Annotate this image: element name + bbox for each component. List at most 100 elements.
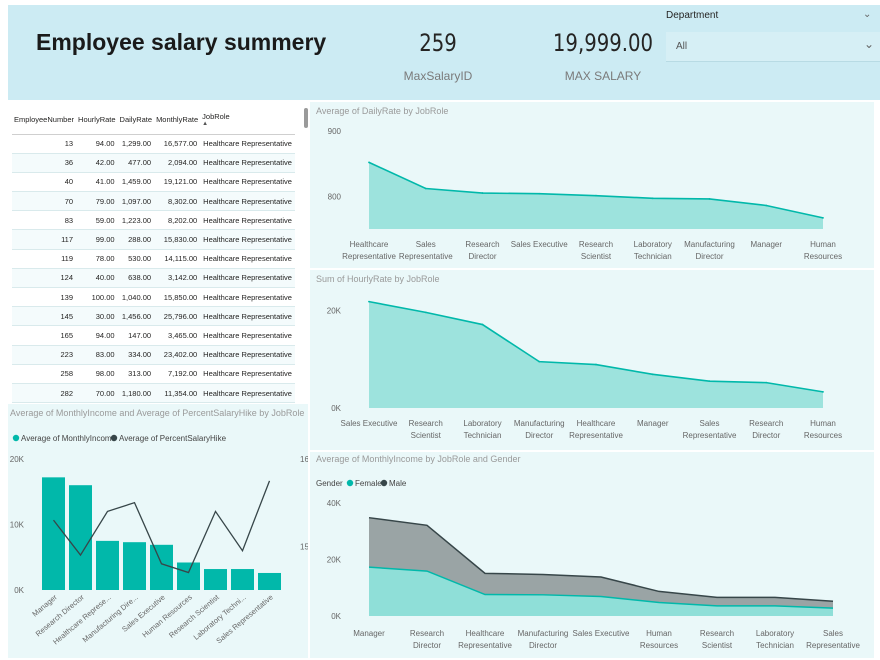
cell-daily-rate: 638.00 [117, 268, 155, 289]
bar [258, 572, 281, 590]
data-point [368, 300, 370, 303]
x-tick-label: Manager [353, 629, 385, 638]
y-tick-label: 20K [327, 306, 342, 315]
legend-marker-female [346, 479, 354, 487]
x-tick-label: Research [700, 629, 734, 638]
hourly-rate-area-chart: 0K 20K Sales Executive Research Scientist Lab… [327, 300, 842, 440]
legend-title: Gender [316, 479, 343, 488]
table-row[interactable]: 40 41.00 1,459.00 19,121.00 Healthcare Repre… [12, 172, 295, 193]
x-tick-label: Scientist [411, 431, 442, 440]
table-row[interactable]: 258 98.00 313.00 7,192.00 Healthcare Represe… [12, 364, 295, 384]
x-tick-label: Director [529, 641, 557, 650]
table-row[interactable]: 223 83.00 334.00 23,402.00 Healthcare Repres… [12, 345, 295, 365]
cell-job-role: Healthcare Representative [200, 134, 295, 154]
cell-monthly-rate: 11,354.00 [154, 383, 201, 404]
x-tick-label: Scientist [581, 252, 612, 261]
cell-daily-rate: 147.00 [117, 325, 155, 346]
table-row[interactable]: 145 30.00 1,456.00 25,796.00 Healthcare Repr… [12, 306, 295, 327]
cell-monthly-rate: 3,142.00 [154, 268, 201, 289]
cell-daily-rate: 1,459.00 [117, 172, 155, 193]
bar [123, 542, 146, 590]
cell-job-role: Healthcare Representative [200, 306, 295, 327]
data-point [595, 363, 597, 366]
x-tick-label: Representative [806, 641, 860, 650]
table-row[interactable]: 70 79.00 1,097.00 8,302.00 Healthcare Repres… [12, 191, 295, 212]
x-tick-label: Technician [756, 641, 794, 650]
female-line [368, 566, 834, 609]
table-row[interactable]: 117 99.00 288.00 15,830.00 Healthcare Repres… [12, 229, 295, 250]
cell-monthly-rate: 3,465.00 [154, 325, 201, 346]
cell-hourly-rate: 79.00 [76, 191, 118, 212]
department-slicer-dropdown[interactable]: All ⌄ [666, 32, 880, 62]
x-tick-label: Representative [342, 252, 396, 261]
bar [231, 569, 254, 590]
table-row[interactable]: 119 78.00 530.00 14,115.00 Healthcare Repres… [12, 249, 295, 269]
cell-monthly-rate: 7,192.00 [154, 364, 201, 384]
hike-line [52, 480, 271, 574]
column-header-daily-rate[interactable]: DailyRate [117, 106, 155, 135]
x-tick-label: Scientist [702, 641, 733, 650]
chevron-down-icon[interactable]: ⌄ [864, 37, 875, 51]
data-point [424, 187, 427, 190]
cell-employee-number: 139 [12, 287, 77, 308]
cell-daily-rate: 1,097.00 [117, 191, 155, 212]
table-row[interactable]: 282 70.00 1,180.00 11,354.00 Healthcare Repr… [12, 383, 295, 404]
cell-monthly-rate: 23,402.00 [154, 345, 201, 365]
cell-daily-rate: 1,456.00 [117, 306, 155, 327]
x-tick-label: Manufacturing [514, 419, 565, 428]
cell-daily-rate: 530.00 [117, 249, 155, 269]
cell-daily-rate: 477.00 [117, 153, 155, 173]
table-row[interactable]: 13 94.00 1,299.00 16,577.00 Healthcare Repre… [12, 134, 295, 154]
y-tick-label: 800 [328, 192, 342, 201]
cell-monthly-rate: 8,202.00 [154, 210, 201, 231]
cell-employee-number: 13 [12, 134, 77, 154]
slicer-collapse-chevron-icon[interactable]: ⌄ [863, 9, 872, 20]
income-hike-chart-title: Average of MonthlyIncome and Average of … [10, 408, 305, 418]
cell-job-role: Healthcare Representative [200, 191, 295, 212]
y2-tick-label: 15 [300, 542, 308, 551]
column-header-employee-number[interactable]: EmployeeNumber [12, 106, 77, 135]
x-tick-label: Manager [637, 419, 669, 428]
table-scrollbar[interactable] [304, 108, 308, 128]
header-banner: Employee salary summery 259 MaxSalaryID … [8, 5, 880, 100]
cell-job-role: Healthcare Representative [200, 287, 295, 308]
cell-employee-number: 119 [12, 249, 77, 269]
y-tick-label: 0K [14, 586, 24, 595]
cell-daily-rate: 334.00 [117, 345, 155, 365]
cell-daily-rate: 1,180.00 [117, 383, 155, 404]
cell-job-role: Healthcare Representative [200, 153, 295, 173]
table-row[interactable]: 139 100.00 1,040.00 15,850.00 Healthcare Rep… [12, 287, 295, 308]
x-tick-label: Human [646, 629, 672, 638]
legend-marker-male [380, 479, 388, 487]
series-area [369, 301, 823, 408]
cell-monthly-rate: 15,850.00 [154, 287, 201, 308]
column-header-monthly-rate[interactable]: MonthlyRate [154, 106, 201, 135]
cell-hourly-rate: 59.00 [76, 210, 118, 231]
x-tick-label: Resources [804, 252, 842, 261]
table-row[interactable]: 83 59.00 1,223.00 8,202.00 Healthcare Repres… [12, 210, 295, 231]
cell-monthly-rate: 19,121.00 [154, 172, 201, 193]
cell-monthly-rate: 16,577.00 [154, 134, 201, 154]
cell-job-role: Healthcare Representative [200, 210, 295, 231]
kpi-max-salary-value: 19,999.00 [552, 29, 654, 57]
x-tick-label: Research [410, 629, 444, 638]
table-row[interactable]: 124 40.00 638.00 3,142.00 Healthcare Represe… [12, 268, 295, 289]
x-tick-label: Healthcare [350, 240, 389, 249]
column-header-hourly-rate[interactable]: HourlyRate [76, 106, 118, 135]
legend-label-monthly-income: Average of MonthlyIncome [21, 434, 117, 443]
cell-job-role: Healthcare Representative [200, 249, 295, 269]
data-point [368, 161, 370, 164]
kpi-max-salary-id-value: 259 [419, 29, 457, 57]
income-hike-combo-chart: Average of MonthlyIncome Average of Perce… [10, 434, 308, 646]
data-point [651, 197, 654, 200]
x-tick-label: Laboratory [634, 240, 672, 249]
x-tick-label: Sales [823, 629, 843, 638]
column-header-job-role[interactable]: JobRole ▲ [200, 106, 295, 135]
data-point [708, 198, 711, 200]
x-tick-label: Research [579, 240, 613, 249]
cell-employee-number: 258 [12, 364, 77, 384]
table-row[interactable]: 165 94.00 147.00 3,465.00 Healthcare Represe… [12, 325, 295, 346]
daily-rate-chart-panel: Average of DailyRate by JobRole 800 900 He… [310, 102, 874, 268]
table-row[interactable]: 36 42.00 477.00 2,094.00 Healthcare Represen… [12, 153, 295, 173]
